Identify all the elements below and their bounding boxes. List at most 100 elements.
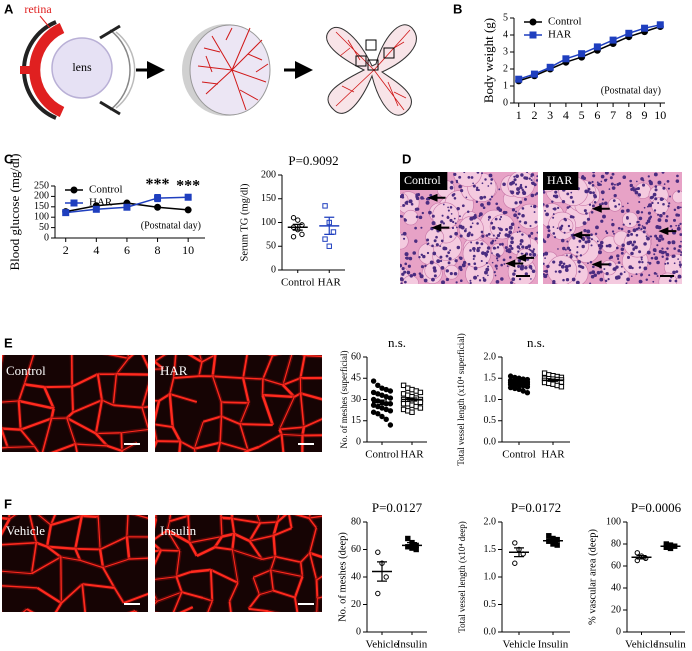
vessel: [70, 332, 72, 346]
error-bar: [324, 216, 335, 235]
data-point: [546, 63, 554, 71]
nucleus: [640, 280, 643, 283]
nucleus: [654, 197, 658, 201]
legend-label: HAR: [548, 29, 572, 41]
vessel: [270, 556, 276, 571]
nucleus: [466, 210, 470, 214]
nucleus: [629, 179, 632, 183]
vessel-glow: [219, 515, 224, 518]
nucleus: [659, 213, 663, 218]
vessel-glow: [194, 331, 228, 335]
nucleus: [677, 190, 681, 193]
nucleus: [648, 261, 652, 265]
data-point: [625, 29, 633, 37]
nucleus: [605, 231, 609, 235]
nucleus: [439, 255, 443, 259]
vessel-glow: [284, 457, 302, 469]
y-tick-label: 0: [356, 626, 361, 637]
nucleus: [557, 248, 559, 250]
nucleus: [552, 194, 556, 198]
data-point: [417, 399, 424, 406]
x-tick-label: Control: [502, 449, 536, 461]
nucleus: [582, 176, 587, 181]
legend-label: HAR: [89, 197, 113, 209]
vessel: [102, 558, 130, 569]
diagram-label: retina: [24, 2, 52, 16]
vessel: [214, 546, 233, 551]
nucleus: [592, 174, 596, 178]
arrow: [427, 193, 446, 202]
vessel: [166, 530, 181, 552]
nucleus: [612, 199, 616, 202]
data-point: [154, 203, 162, 211]
nucleus: [465, 228, 467, 230]
vessel: [253, 569, 271, 579]
nucleus: [426, 251, 430, 255]
vessel-glow: [265, 355, 273, 358]
nucleus: [493, 271, 496, 274]
nucleus: [647, 211, 652, 215]
nucleus: [533, 204, 537, 209]
nucleus: [403, 280, 407, 284]
nucleus: [426, 197, 429, 201]
vessel: [260, 521, 278, 524]
vessel-glow: [192, 448, 198, 452]
y-tick-label: 0: [44, 232, 49, 243]
vessel: [232, 491, 248, 502]
nucleus: [591, 270, 596, 275]
nucleus: [423, 278, 428, 283]
x-tick-label: Control: [281, 277, 315, 289]
nucleus: [640, 211, 644, 214]
nucleus: [544, 251, 549, 256]
nucleus: [596, 181, 599, 184]
nucleus: [569, 255, 573, 259]
vessel: [202, 415, 222, 423]
y-tick-label: 0: [271, 264, 276, 275]
y-tick-label: 1.0: [484, 571, 497, 582]
error-bar: [514, 547, 524, 558]
nucleus: [602, 214, 606, 219]
image-label: Insulin: [160, 523, 197, 538]
vessel: [217, 442, 221, 452]
nucleus: [485, 267, 490, 272]
vessel: [106, 444, 123, 452]
data-point: [593, 43, 601, 51]
nucleus: [485, 234, 489, 237]
acinus: [622, 211, 639, 228]
nucleus: [521, 207, 525, 210]
vessel: [295, 493, 316, 497]
nucleus: [578, 264, 581, 268]
vessel: [243, 377, 263, 380]
nucleus: [483, 195, 487, 199]
chart-title: n.s.: [388, 335, 406, 350]
nucleus: [665, 215, 669, 218]
vessel: [8, 483, 26, 489]
nucleus: [564, 248, 567, 251]
nucleus: [515, 191, 520, 195]
nucleus: [612, 267, 616, 271]
vessel: [284, 457, 302, 469]
y-tick-label: 1.5: [484, 544, 497, 555]
nucleus: [449, 235, 453, 239]
nucleus: [669, 225, 673, 228]
nucleus: [454, 222, 457, 225]
nucleus: [638, 260, 641, 264]
nucleus: [492, 246, 496, 250]
data-point: [507, 384, 514, 391]
data-point: [405, 535, 411, 542]
nucleus: [677, 258, 679, 260]
nucleus: [600, 180, 603, 183]
label-box: [543, 172, 579, 190]
vessel: [230, 518, 236, 535]
vessel: [323, 338, 333, 357]
data-point: [409, 409, 415, 415]
y-tick-label: 60: [611, 560, 621, 571]
nucleus: [673, 208, 677, 212]
nucleus: [620, 265, 623, 268]
nucleus: [607, 243, 612, 248]
nucleus: [510, 222, 515, 227]
nucleus: [611, 219, 614, 221]
vessel-glow: [35, 322, 36, 349]
data-point: [546, 533, 552, 539]
data-point: [512, 540, 518, 546]
